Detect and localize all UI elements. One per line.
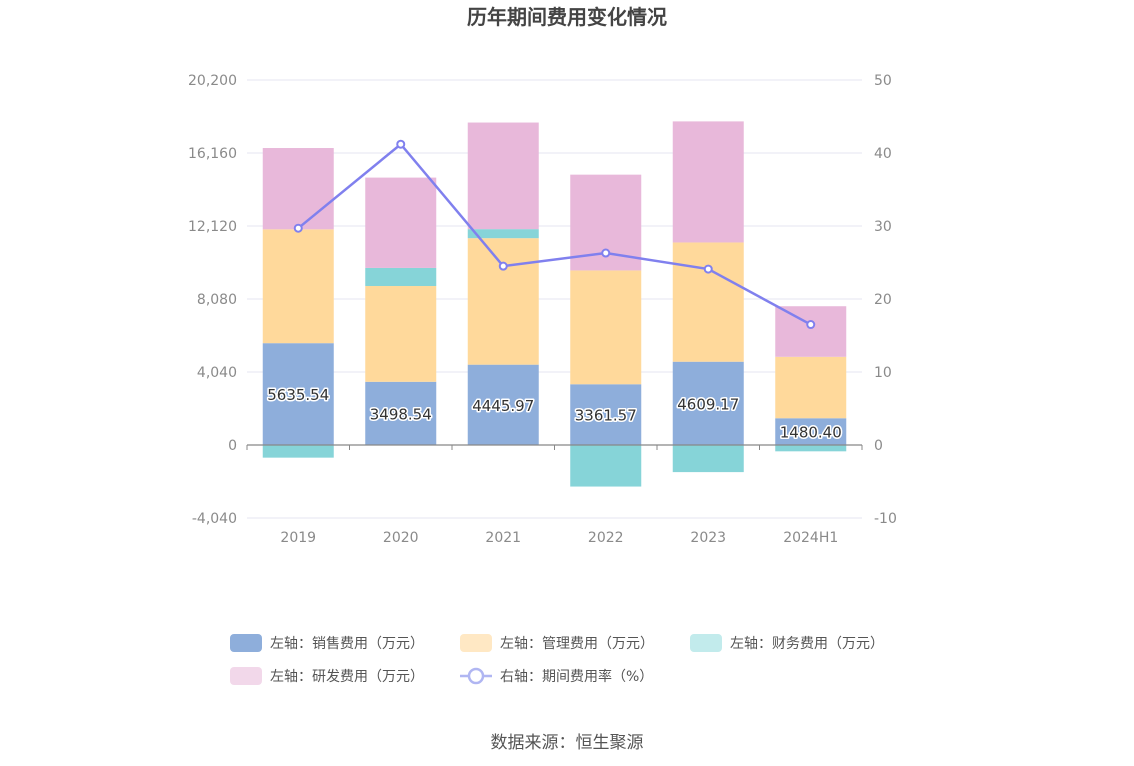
legend-label: 左轴：管理费用（万元） [500,636,654,652]
x-axis: 2019 2020 2021 2022 2023 2024H1 [280,530,838,546]
bar [672,361,744,445]
data-label: 1480.40 [780,424,842,442]
y-right-tick-label: 0 [874,438,883,454]
bar [775,418,847,445]
data-label: 3361.57 [575,407,637,425]
legend-item-4[interactable]: 右轴：期间费用率（%） [460,667,653,685]
bar-series-1 [262,229,847,419]
bar [467,229,539,239]
legend-item-0[interactable]: 左轴：销售费用（万元） [230,634,424,652]
bar [775,356,847,419]
y-left-tick-label: 0 [228,438,237,454]
y-right-tick-label: 10 [874,365,892,381]
bar [262,148,334,230]
bar [570,445,642,487]
y-axis-right: 50 40 30 20 10 0 -10 [874,73,897,527]
bar [672,445,744,473]
bar [365,381,437,445]
y-left-tick-label: 20,200 [188,73,237,89]
legend-swatch-icon [690,634,722,652]
source-note: 数据来源：恒生聚源 [491,733,644,753]
data-label: 5635.54 [267,386,329,404]
rate-point [396,139,406,149]
data-label: 3498.54 [370,405,432,423]
bar [775,445,847,452]
bar-series [262,121,847,487]
legend-item-1[interactable]: 左轴：管理费用（万元） [460,634,654,652]
y-left-tick-label: 12,120 [188,219,237,235]
rate-point [806,320,816,330]
bar [467,238,539,365]
x-tick-label: 2021 [485,530,521,546]
rate-point [601,248,611,258]
x-tick-label: 2023 [690,530,726,546]
bar [365,177,437,268]
y-right-tick-label: 30 [874,219,892,235]
bar [262,343,334,445]
bar [570,270,642,385]
bar [570,384,642,445]
rate-line-series [293,139,816,330]
bar [467,364,539,445]
x-tick-label: 2019 [280,530,316,546]
legend-swatch-icon [460,634,492,652]
bar [262,445,334,458]
y-left-tick-label: -4,040 [192,511,237,527]
bar-series-0 [262,343,847,445]
y-left-tick-label: 4,040 [197,365,237,381]
grid-lines [247,79,862,519]
legend-item-3[interactable]: 左轴：研发费用（万元） [230,667,424,685]
legend[interactable]: 左轴：销售费用（万元） 左轴：管理费用（万元） 左轴：财务费用（万元） 左轴：研发费用… [230,634,884,685]
y-left-tick-label: 16,160 [188,146,237,162]
y-left-tick-label: 8,080 [197,292,237,308]
y-right-tick-label: 50 [874,73,892,89]
bar [775,306,847,357]
legend-label: 左轴：销售费用（万元） [270,636,424,652]
y-right-tick-label: 40 [874,146,892,162]
legend-circle-icon [467,667,485,685]
rate-line [297,142,812,326]
rate-point [293,223,303,233]
zero-baseline [246,444,863,450]
x-tick-label: 2020 [383,530,419,546]
data-label: 4445.97 [472,397,534,415]
rate-point [703,264,713,274]
bar [262,229,334,344]
bar [672,121,744,243]
y-axis-left: 20,200 16,160 12,120 8,080 4,040 0 -4,040 [188,73,237,527]
x-tick-label: 2022 [588,530,624,546]
legend-swatch-icon [230,667,262,685]
bar-series-2 [262,229,847,487]
legend-label: 左轴：研发费用（万元） [270,669,424,685]
chart-title: 历年期间费用变化情况 [467,5,667,29]
bar [672,242,744,362]
rate-point [498,261,508,271]
bar [365,286,437,382]
legend-label: 右轴：期间费用率（%） [500,668,653,685]
bar [365,267,437,287]
data-label: 4609.17 [677,395,739,413]
y-right-tick-label: -10 [874,511,897,527]
legend-item-2[interactable]: 左轴：财务费用（万元） [690,634,884,652]
legend-swatch-icon [230,634,262,652]
bar [467,122,539,230]
legend-label: 左轴：财务费用（万元） [730,636,884,652]
bar-series-3 [262,121,847,357]
y-right-tick-label: 20 [874,292,892,308]
data-labels: 5635.54 3498.54 4445.97 3361.57 4609.17 1480.… [266,385,844,444]
x-tick-label: 2024H1 [783,530,838,546]
